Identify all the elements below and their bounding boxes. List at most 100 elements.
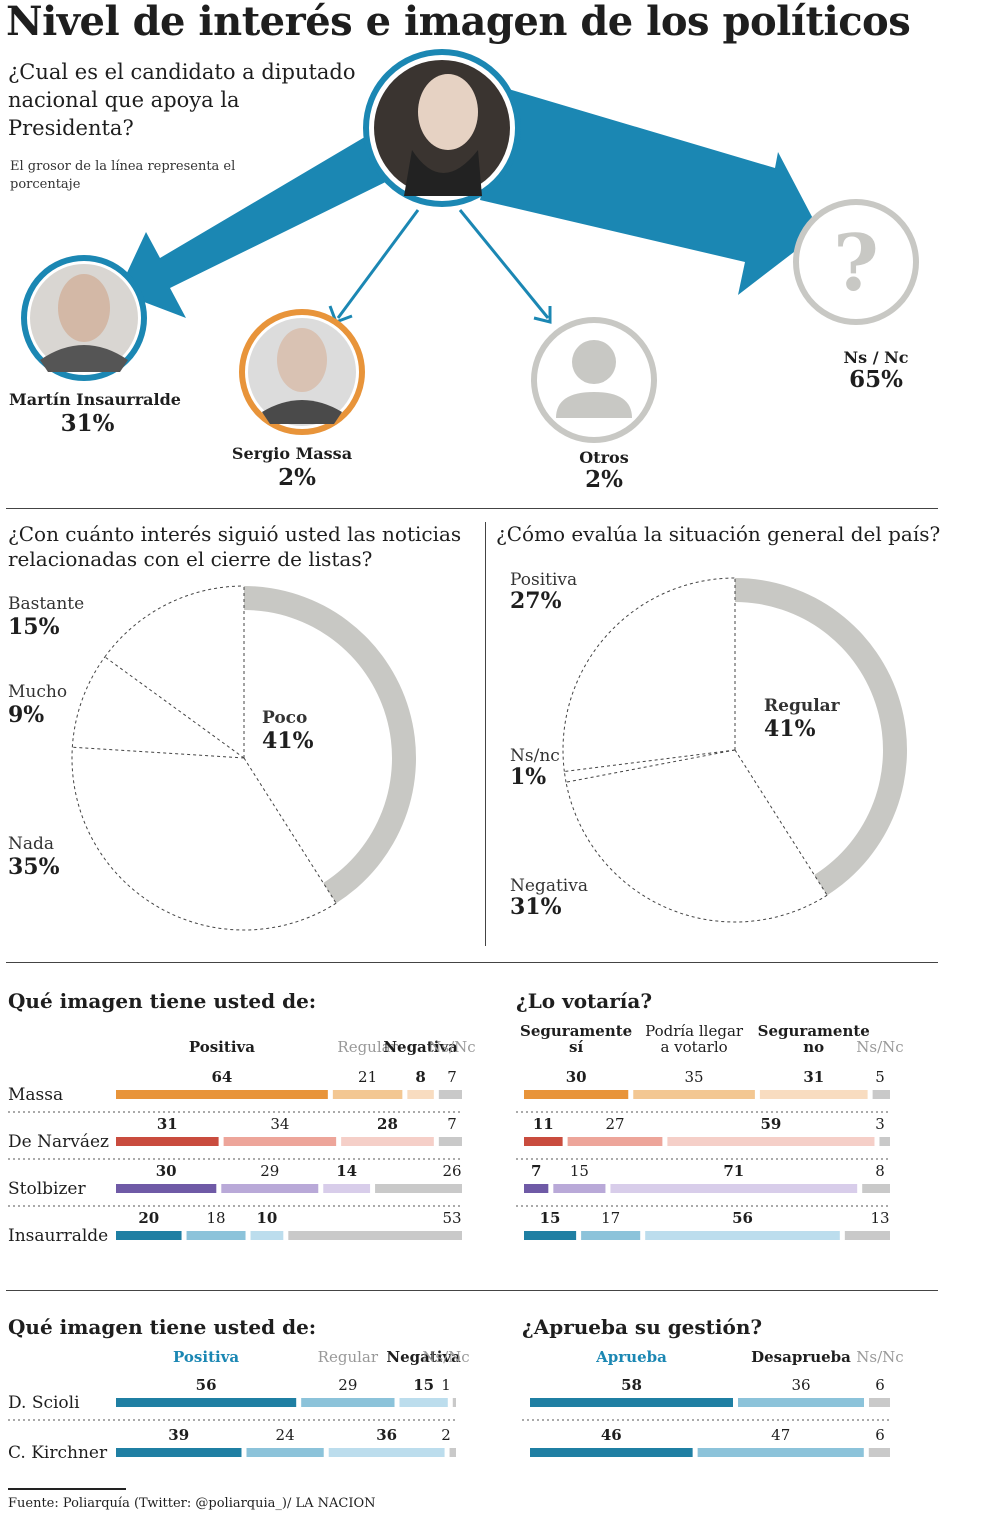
- bar-de-narvaez-regular: [223, 1137, 337, 1146]
- pie1-slice-mucho: [71, 656, 106, 748]
- legend-seguramente-si: sí: [569, 1038, 583, 1056]
- page-title: Nivel de interés e imagen de los polític…: [6, 0, 911, 45]
- category-label: C. Kirchner: [8, 1443, 108, 1463]
- bar-stolbizer-podria-llegar-a-votarlo: [553, 1184, 606, 1193]
- value-c-kirchner-regular: 24: [276, 1426, 295, 1444]
- value-stolbizer-podria-llegar-a-votarlo: 15: [570, 1162, 589, 1180]
- value-stolbizer-ns-nc: 8: [875, 1162, 885, 1180]
- legend-positiva: Positiva: [189, 1038, 255, 1056]
- value-stolbizer-positiva: 30: [156, 1162, 177, 1180]
- insaurralde-avatar: [21, 255, 147, 381]
- top-note: El grosor de la línea representa el porc…: [10, 159, 236, 192]
- value-c-kirchner-ns-nc: 6: [875, 1426, 885, 1444]
- legend-negativa: Negativa: [383, 1038, 458, 1056]
- value-de-narvaez-regular: 34: [270, 1115, 289, 1133]
- pie1-value-nada: 35%: [8, 854, 60, 880]
- bar-de-narvaez-ns-nc: [879, 1137, 890, 1146]
- bar-d-scioli-regular: [301, 1398, 395, 1407]
- value-de-narvaez-ns-nc: 3: [875, 1115, 885, 1133]
- value-stolbizer-seguramente-no: 71: [723, 1162, 744, 1180]
- bar-d-scioli-positiva: [116, 1398, 297, 1407]
- section-title: ¿Lo votaría?: [516, 989, 652, 1013]
- value-stolbizer-negativa: 14: [336, 1162, 357, 1180]
- value-insaurralde-negativa: 10: [256, 1209, 277, 1227]
- bar-insaurralde-ns-nc: [844, 1231, 890, 1240]
- category-label: Insaurralde: [8, 1226, 108, 1246]
- bar-d-scioli-ns-nc: [869, 1398, 890, 1407]
- legend-aprueba: Aprueba: [595, 1348, 667, 1366]
- bar-de-narvaez-positiva: [116, 1137, 219, 1146]
- candidate-flow-diagram: ?: [21, 49, 919, 443]
- legend-negativa: Negativa: [386, 1348, 461, 1366]
- value-insaurralde-ns-nc: 53: [442, 1209, 461, 1227]
- pie2-divider: [565, 749, 736, 783]
- bar-c-kirchner-ns-nc: [868, 1448, 890, 1457]
- bar-insaurralde-regular: [186, 1231, 246, 1240]
- value-d-scioli-regular: 29: [338, 1376, 357, 1394]
- pie1-question: ¿Con cuánto interés siguió usted las not…: [8, 522, 462, 571]
- president-avatar: [363, 49, 521, 207]
- bar-de-narvaez-seguramente-si: [524, 1137, 563, 1146]
- legend-seguramente-si: Seguramente: [520, 1022, 632, 1040]
- value-c-kirchner-ns-nc: 2: [441, 1426, 451, 1444]
- bar-stolbizer-ns-nc: [375, 1184, 462, 1193]
- bar-de-narvaez-seguramente-no: [667, 1137, 875, 1146]
- bar-massa-positiva: [116, 1090, 328, 1099]
- bar-c-kirchner-aprueba: [530, 1448, 693, 1457]
- legend-positiva: Positiva: [173, 1348, 239, 1366]
- bar-c-kirchner-desaprueba: [697, 1448, 864, 1457]
- value-de-narvaez-ns-nc: 7: [447, 1115, 457, 1133]
- pie1-slice-nada: [71, 747, 337, 931]
- divider: [6, 1290, 938, 1291]
- bar-insaurralde-seguramente-si: [524, 1231, 577, 1240]
- bar-charts-scioli-kirchner: Qué imagen tiene usted de: Positiva Regula…: [8, 1315, 904, 1463]
- pie2-label-positiva: Positiva: [510, 570, 578, 590]
- pie1-slice-bastante: [104, 585, 245, 658]
- value-insaurralde-seguramente-no: 56: [732, 1209, 753, 1227]
- bar-de-narvaez-negativa: [341, 1137, 434, 1146]
- legend-podria-llegar-a-votarlo: Podría llegar: [645, 1022, 744, 1040]
- pie1-label-nada: Nada: [8, 834, 55, 854]
- pie1-value-bastante: 15%: [8, 614, 60, 640]
- pie2-label-nsnc: Ns/nc: [510, 746, 560, 766]
- bar-stolbizer-ns-nc: [862, 1184, 890, 1193]
- bar-massa-podria-llegar-a-votarlo: [633, 1090, 755, 1099]
- legend-seguramente-no: Seguramente: [758, 1022, 870, 1040]
- pie2-value-regular: 41%: [764, 716, 816, 742]
- value-stolbizer-regular: 29: [260, 1162, 279, 1180]
- value-d-scioli-ns-nc: 1: [441, 1376, 451, 1394]
- pie1-label-poco: Poco: [262, 708, 308, 728]
- value-de-narvaez-seguramente-no: 59: [760, 1115, 781, 1133]
- value-insaurralde-ns-nc: 13: [870, 1209, 889, 1227]
- legend-ns-nc: Ns/Nc: [856, 1038, 903, 1056]
- bar-insaurralde-negativa: [250, 1231, 284, 1240]
- bar-stolbizer-seguramente-si: [524, 1184, 549, 1193]
- bar-insaurralde-podria-llegar-a-votarlo: [581, 1231, 641, 1240]
- bar-massa-regular: [332, 1090, 403, 1099]
- pie2-divider: [734, 749, 828, 896]
- bar-de-narvaez-ns-nc: [438, 1137, 462, 1146]
- arrow-insaurralde: [118, 128, 410, 318]
- value-massa-positiva: 64: [211, 1068, 232, 1086]
- insaurralde-name: Martín Insaurralde: [9, 390, 181, 409]
- bar-insaurralde-positiva: [116, 1231, 182, 1240]
- bar-stolbizer-positiva: [116, 1184, 217, 1193]
- bar-d-scioli-aprueba: [530, 1398, 733, 1407]
- value-d-scioli-positiva: 56: [196, 1376, 217, 1394]
- bar-massa-ns-nc: [438, 1090, 462, 1099]
- bar-c-kirchner-regular: [246, 1448, 324, 1457]
- massa-pct: 2%: [278, 464, 316, 491]
- value-de-narvaez-negativa: 28: [377, 1115, 398, 1133]
- legend-ns-nc: Ns/Nc: [422, 1348, 469, 1366]
- value-de-narvaez-positiva: 31: [157, 1115, 178, 1133]
- value-insaurralde-podria-llegar-a-votarlo: 17: [601, 1209, 620, 1227]
- legend-ns-nc: Ns/Nc: [428, 1038, 475, 1056]
- pie1-divider: [243, 757, 337, 904]
- bar-charts-candidates: Qué imagen tiene usted de: Positiva Regula…: [8, 989, 904, 1246]
- pie-charts: [71, 577, 907, 931]
- bar-stolbizer-seguramente-no: [610, 1184, 858, 1193]
- value-de-narvaez-seguramente-si: 11: [533, 1115, 554, 1133]
- bar-d-scioli-ns-nc: [452, 1398, 456, 1407]
- value-d-scioli-ns-nc: 6: [875, 1376, 885, 1394]
- pie2-divider: [564, 749, 736, 773]
